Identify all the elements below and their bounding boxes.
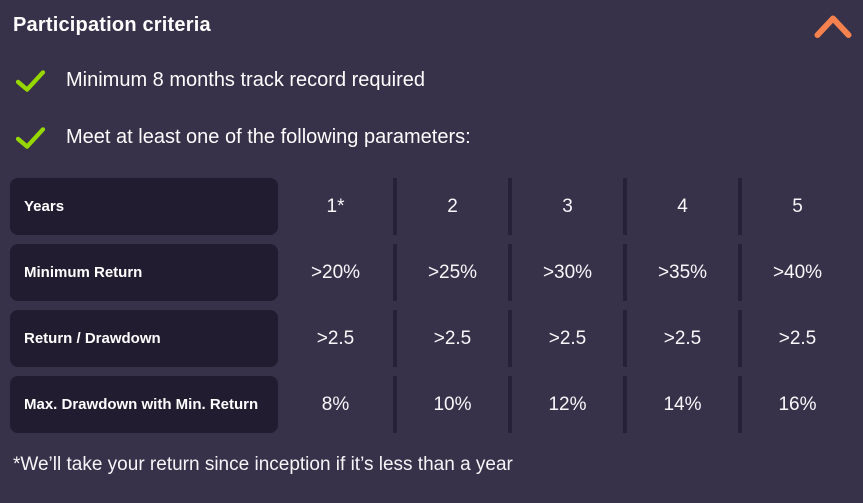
value-cell: 12% (508, 376, 623, 433)
value-cell: 5 (738, 178, 853, 235)
value-cell: >25% (393, 244, 508, 301)
panel-title: Participation criteria (13, 14, 211, 36)
table-row: Years 1* 2 3 4 5 (10, 178, 853, 235)
criteria-item: Minimum 8 months track record required (0, 66, 863, 94)
row-label: Years (10, 178, 278, 235)
value-cell: >30% (508, 244, 623, 301)
value-cell: 16% (738, 376, 853, 433)
panel-header: Participation criteria (0, 0, 863, 40)
value-cell: 14% (623, 376, 738, 433)
value-cell: 1* (326, 195, 345, 217)
check-icon (15, 126, 46, 149)
value-cell: >2.5 (508, 310, 623, 367)
value-cell: >2.5 (738, 310, 853, 367)
criteria-text: Meet at least one of the following param… (66, 125, 471, 148)
criteria-text: Minimum 8 months track record required (66, 68, 426, 91)
row-label: Max. Drawdown with Min. Return (10, 376, 278, 433)
table-row: Max. Drawdown with Min. Return 8% 10% 12% 14… (10, 376, 853, 433)
value-cell: 8% (321, 393, 350, 415)
value-cell: >2.5 (393, 310, 508, 367)
value-cell: 4 (623, 178, 738, 235)
collapse-button[interactable] (810, 11, 856, 41)
row-label: Minimum Return (10, 244, 278, 301)
value-cell: >35% (623, 244, 738, 301)
value-cell: >2.5 (623, 310, 738, 367)
criteria-item: Meet at least one of the following param… (0, 123, 863, 151)
criteria-list: Minimum 8 months track record required M… (0, 66, 863, 151)
value-cell: 2 (393, 178, 508, 235)
value-cell: >20% (310, 261, 361, 283)
criteria-table: Years 1* 2 3 4 5 Minimum Return >20% >25% >30% >35… (0, 178, 863, 433)
footnote: *We’ll take your return since inception … (13, 454, 513, 475)
value-cell: 10% (393, 376, 508, 433)
table-row: Return / Drawdown >2.5 >2.5 >2.5 >2.5 >2.5 (10, 310, 853, 367)
value-cell: >40% (738, 244, 853, 301)
table-row: Minimum Return >20% >25% >30% >35% >40% (10, 244, 853, 301)
row-label: Return / Drawdown (10, 310, 278, 367)
value-cell: 3 (508, 178, 623, 235)
chevron-up-icon (813, 15, 853, 42)
check-icon (15, 69, 46, 92)
value-cell: >2.5 (316, 327, 355, 349)
